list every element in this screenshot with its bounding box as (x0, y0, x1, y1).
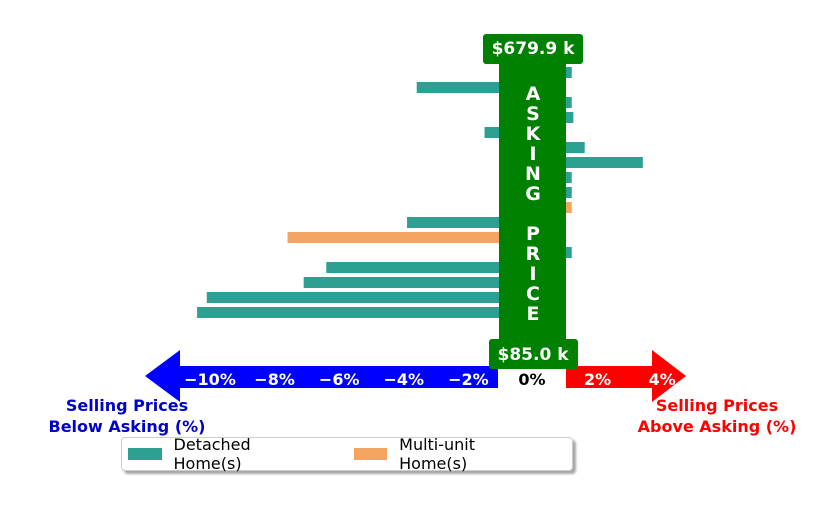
bar-16 (197, 307, 533, 318)
x-tick-label-5: 0% (518, 370, 545, 389)
legend-item-multi: Multi-unit Home(s) (353, 435, 546, 473)
legend-label-multi: Multi-unit Home(s) (399, 435, 476, 473)
asking-letter-9: I (529, 263, 536, 285)
below-arrow (145, 350, 498, 402)
legend-swatch-detached (128, 448, 162, 460)
asking-letter-4: N (525, 163, 541, 185)
above-asking-label-line1: Selling Prices (656, 396, 778, 415)
max-price-box (483, 34, 583, 64)
bar-13 (326, 262, 533, 273)
min-price-label: $85.0 k (498, 345, 570, 365)
asking-price-column (499, 63, 566, 340)
asking-letter-7: P (526, 223, 540, 245)
below-asking-label-line1: Selling Prices (66, 396, 188, 415)
asking-letter-11: E (527, 303, 540, 325)
asking-letter-1: S (526, 103, 540, 125)
bar-1 (416, 82, 533, 93)
legend-swatch-multi (353, 448, 388, 460)
x-tick-label-2: −6% (319, 370, 360, 389)
asking-letter-0: A (526, 83, 541, 105)
asking-letter-8: R (526, 243, 541, 265)
legend-item-detached: Detached Home(s) (128, 435, 322, 473)
bar-10 (407, 217, 533, 228)
bar-11 (287, 232, 533, 243)
asking-letter-5: G (525, 183, 541, 205)
bar-14 (303, 277, 533, 288)
x-tick-label-7: 4% (649, 370, 676, 389)
asking-letter-3: I (529, 143, 536, 165)
x-tick-label-4: −2% (448, 370, 489, 389)
above-asking-label-line2: Above Asking (%) (638, 417, 797, 436)
legend: Detached Home(s) Multi-unit Home(s) (121, 435, 573, 473)
below-asking-label-line2: Below Asking (%) (49, 417, 206, 436)
legend-label-detached: Detached Home(s) (173, 435, 251, 473)
x-tick-label-6: 2% (584, 370, 611, 389)
x-tick-label-3: −4% (384, 370, 425, 389)
bars-layer (197, 67, 643, 318)
asking-letter-10: C (526, 283, 540, 305)
max-price-label: $679.9 k (492, 39, 576, 59)
above-arrow (566, 350, 686, 402)
asking-letter-2: K (526, 123, 542, 145)
bar-6 (533, 157, 643, 168)
min-price-box (489, 339, 578, 369)
bar-15 (206, 292, 533, 303)
tick-layer: −10% −8% −6% −4% −2% 0% 2% 4% (184, 370, 676, 389)
x-tick-label-1: −8% (254, 370, 295, 389)
x-tick-label-0: −10% (184, 370, 236, 389)
